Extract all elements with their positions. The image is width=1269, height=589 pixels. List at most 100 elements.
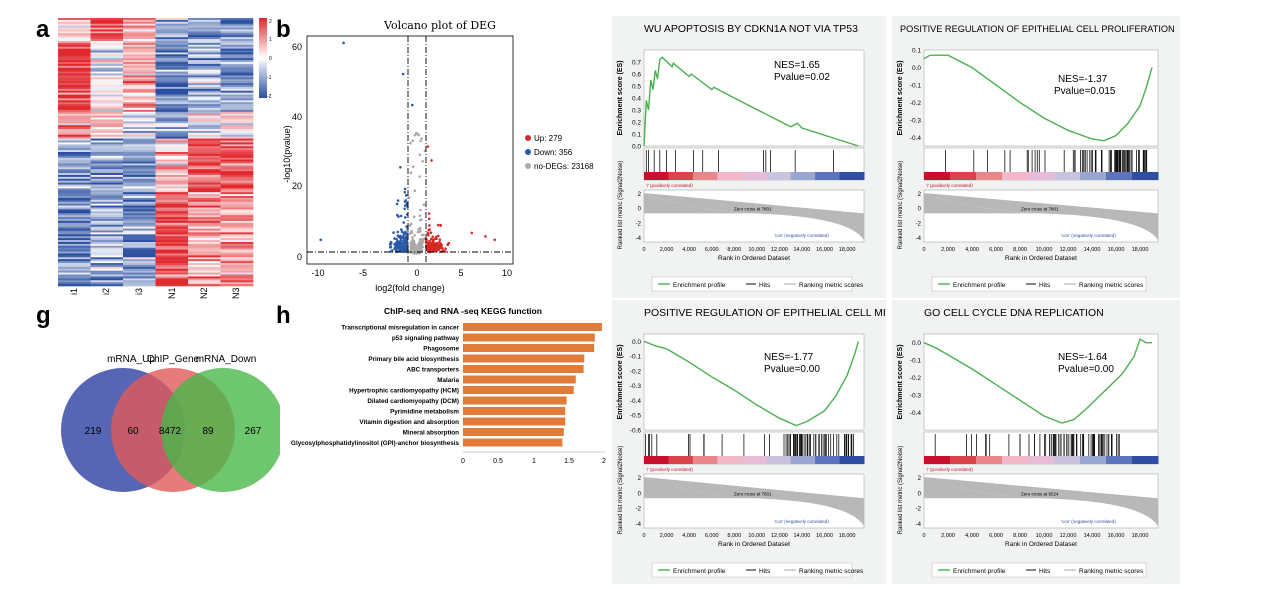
- heatmap-cell: [90, 276, 124, 279]
- heatmap-cell: [123, 69, 156, 72]
- rank-color-segment: [924, 172, 951, 180]
- heatmap-cell: [188, 222, 221, 226]
- rank-color-segment: [1080, 456, 1107, 464]
- volcano-point: [427, 228, 430, 232]
- heatmap-cell: [188, 274, 221, 277]
- heatmap-cell: [220, 100, 254, 103]
- heatmap-cell: [155, 37, 189, 40]
- heatmap-cell: [58, 56, 91, 59]
- sample-label: N3: [231, 287, 241, 299]
- heatmap-cell: [155, 88, 189, 92]
- heatmap-cell: [58, 219, 91, 222]
- rank-x-tick: 4,000: [682, 533, 696, 539]
- heatmap-cell: [90, 144, 124, 147]
- heatmap-cell: [90, 282, 124, 285]
- heatmap-cell: [90, 18, 124, 21]
- heatmap-cell: [90, 182, 124, 185]
- heatmap-cell: [188, 92, 221, 95]
- es-y-tick: -0.5: [630, 413, 642, 420]
- heatmap-cell: [58, 201, 91, 204]
- es-y-tick: 0.3: [632, 108, 641, 115]
- heatmap-cell: [188, 50, 221, 53]
- heatmap-cell: [90, 90, 124, 93]
- heatmap-cell: [155, 217, 189, 220]
- heatmap-cell: [90, 159, 124, 162]
- heatmap-cell: [220, 39, 254, 42]
- kegg-panel: ChIP-seq and RNA -seq KEGG function Tran…: [280, 300, 610, 470]
- nes-text: NES=-1.64: [1058, 352, 1108, 363]
- heatmap-cell: [90, 136, 124, 139]
- heatmap-cell: [155, 184, 189, 187]
- heatmap-cell: [90, 40, 124, 44]
- kegg-bar: [463, 333, 595, 342]
- heatmap-cell: [123, 138, 156, 141]
- pos-corr-label: 'i' (positively correlated): [646, 467, 693, 472]
- heatmap-cell: [188, 284, 221, 287]
- volcano-point: [493, 238, 496, 242]
- rank-xlabel: Rank in Ordered Dataset: [718, 255, 790, 262]
- heatmap-cell: [90, 75, 124, 78]
- es-plot-area: [923, 49, 1159, 147]
- heatmap-cell: [155, 129, 189, 132]
- heatmap-cell: [123, 129, 156, 132]
- heatmap-cell: [123, 60, 156, 63]
- heatmap-cell: [123, 54, 156, 57]
- heatmap-cell: [155, 274, 189, 277]
- heatmap-cell: [58, 228, 91, 231]
- heatmap-cell: [58, 50, 91, 53]
- heatmap-cell: [220, 152, 254, 155]
- heatmap-cell: [188, 197, 221, 201]
- volcano-point: [395, 237, 398, 241]
- heatmap-cell: [123, 100, 156, 103]
- enrichment-profile-line: [923, 54, 1153, 142]
- heatmap-cell: [155, 276, 189, 279]
- es-ylabel: Enrichment score (ES): [897, 60, 904, 135]
- heatmap-cell: [155, 188, 189, 191]
- volcano-point: [411, 103, 414, 107]
- volcano-point: [319, 238, 322, 242]
- volcano-point: [409, 141, 412, 145]
- heatmap-cell: [58, 88, 91, 92]
- heatmap-cell: [155, 236, 189, 239]
- heatmap-cell: [58, 247, 91, 250]
- heatmap-cell: [220, 217, 254, 220]
- heatmap-cell: [188, 178, 221, 182]
- es-ylabel: Enrichment score (ES): [617, 344, 624, 419]
- heatmap-cell: [58, 236, 91, 239]
- heatmap-cell: [58, 178, 91, 182]
- heatmap-cell: [90, 58, 124, 61]
- heatmap-cell: [188, 86, 221, 90]
- heatmap-cell: [90, 31, 124, 34]
- heatmap-cell: [155, 213, 189, 216]
- heatmap-cell: [58, 234, 91, 237]
- heatmap-panel: 2 1 0 -1 -2 i1 i2 i3 N1 N2 N3: [58, 18, 273, 308]
- heatmap-cell: [220, 92, 254, 95]
- heatmap-cell: [90, 86, 124, 90]
- volcano-point: [470, 231, 474, 235]
- venn-count: 60: [127, 426, 139, 437]
- heatmap-cell: [155, 219, 189, 222]
- heatmap-cell: [188, 268, 221, 271]
- heatmap-cell: [58, 85, 91, 88]
- heatmap-cell: [123, 224, 156, 227]
- heatmap-cell: [90, 109, 124, 113]
- heatmap-cell: [155, 83, 189, 86]
- heatmap-cell: [155, 54, 189, 57]
- heatmap-cell: [220, 129, 254, 132]
- heatmap-cell: [123, 173, 156, 176]
- heatmap-cell: [188, 148, 221, 151]
- rank-color-segment: [1028, 172, 1055, 180]
- rank-x-tick: 8,000: [1013, 533, 1027, 539]
- rank-y-tick: -2: [916, 507, 922, 513]
- heatmap-cell: [58, 282, 91, 285]
- heatmap-cell: [188, 241, 221, 245]
- heatmap-cell: [123, 35, 156, 38]
- heatmap-cell: [220, 205, 254, 208]
- rank-color-segment: [1080, 172, 1107, 180]
- heatmap-cell: [123, 71, 156, 74]
- es-y-tick: 0.1: [912, 48, 921, 55]
- heatmap-cell: [90, 125, 124, 128]
- volcano-point: [423, 149, 427, 153]
- heatmap-cell: [188, 96, 221, 99]
- heatmap-cell: [123, 192, 156, 195]
